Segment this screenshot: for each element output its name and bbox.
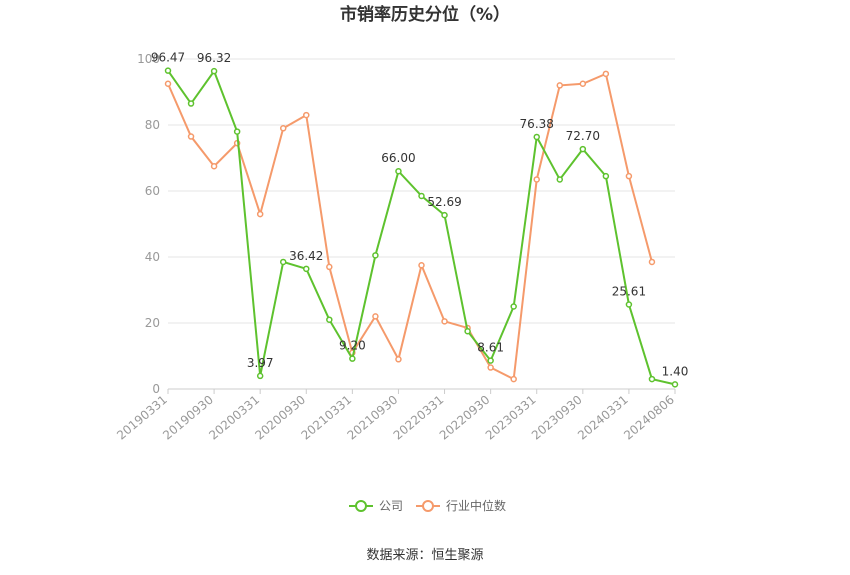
y-tick-label: 20 (145, 316, 160, 330)
data-point (510, 303, 517, 310)
data-point (326, 263, 333, 271)
data-point (464, 328, 471, 335)
series-line (167, 69, 676, 386)
data-label: 96.47 (151, 51, 185, 65)
data-point (372, 252, 379, 259)
data-point (533, 133, 540, 141)
data-point (556, 176, 564, 183)
data-point (187, 100, 195, 107)
y-tick-label: 0 (152, 382, 160, 396)
data-point (625, 301, 633, 308)
legend-label: 行业中位数 (446, 498, 506, 513)
legend-marker (422, 500, 434, 512)
x-tick-label: 20190930 (160, 393, 216, 443)
data-point (210, 163, 218, 170)
y-tick-label: 100 (137, 52, 160, 66)
y-axis: 0 20 40 60 80 100 (137, 52, 160, 396)
data-label: 66.00 (381, 151, 415, 165)
data-point (210, 67, 218, 75)
data-point (579, 145, 587, 153)
x-tick-label: 20220930 (437, 393, 493, 443)
x-tick-label: 20230331 (483, 393, 539, 443)
grid (168, 58, 675, 390)
data-point (533, 176, 540, 183)
data-point (187, 133, 195, 140)
data-label: 72.70 (566, 129, 600, 143)
data-point (510, 375, 517, 383)
x-tick-label: 20210930 (345, 393, 401, 443)
data-point (625, 172, 633, 180)
data-point (395, 167, 402, 175)
legend-label: 公司 (379, 499, 403, 513)
data-label: 96.32 (197, 51, 231, 65)
legend-item[interactable]: 行业中位数 (416, 498, 506, 513)
series-lines (164, 67, 679, 388)
data-point (602, 172, 610, 180)
data-point (418, 262, 425, 269)
data-label: 52.69 (427, 195, 461, 209)
y-tick-label: 60 (145, 184, 160, 198)
data-point (487, 357, 494, 364)
data-point (648, 375, 656, 383)
x-axis: 2019033120190930202003312020093020210331… (114, 389, 677, 443)
data-label: 8.61 (477, 341, 504, 355)
data-point (441, 211, 448, 219)
data-point (233, 128, 241, 135)
data-point (349, 355, 356, 362)
data-point (326, 316, 333, 323)
data-point (164, 67, 172, 74)
data-point (671, 381, 679, 388)
data-point (579, 80, 587, 87)
data-point (303, 265, 310, 273)
data-point (418, 192, 425, 200)
y-tick-label: 40 (145, 250, 160, 264)
data-label: 1.40 (662, 364, 689, 378)
legend-item[interactable]: 公司 (349, 499, 403, 513)
data-point (279, 125, 287, 132)
x-tick-label: 20240331 (575, 393, 631, 443)
data-point (648, 258, 656, 266)
data-point (256, 210, 264, 218)
x-tick-label: 20230930 (529, 393, 585, 443)
data-point (395, 356, 402, 363)
data-point (279, 258, 287, 266)
data-point (602, 70, 610, 78)
data-point (487, 364, 494, 371)
data-point (441, 318, 448, 325)
source-text: 数据来源：恒生聚源 (366, 548, 483, 563)
chart-title: 市销率历史分位（%） (340, 4, 510, 25)
legend-marker (355, 500, 367, 512)
x-tick-label: 20190331 (114, 393, 170, 443)
data-label: 3.97 (247, 356, 274, 370)
x-tick-label: 20220331 (391, 393, 447, 443)
data-point (256, 372, 264, 380)
x-tick-label: 20210331 (299, 393, 355, 443)
y-tick-label: 80 (145, 118, 160, 132)
data-point (556, 82, 564, 89)
data-labels: 96.47 96.32 3.97 36.42 9.20 66.00 52.69 8.61 76.… (151, 51, 689, 379)
x-tick-label: 20200930 (252, 393, 308, 443)
data-label: 25.61 (612, 284, 646, 298)
data-point (303, 111, 310, 119)
x-tick-label: 20240806 (621, 393, 677, 443)
data-point (164, 80, 172, 87)
series-line (167, 72, 653, 381)
data-label: 36.42 (289, 249, 323, 263)
legend[interactable]: 公司 行业中位数 (349, 498, 506, 513)
data-label: 76.38 (520, 117, 554, 131)
data-point (372, 313, 379, 320)
x-tick-label: 20200331 (206, 393, 262, 443)
data-label: 9.20 (339, 339, 366, 353)
